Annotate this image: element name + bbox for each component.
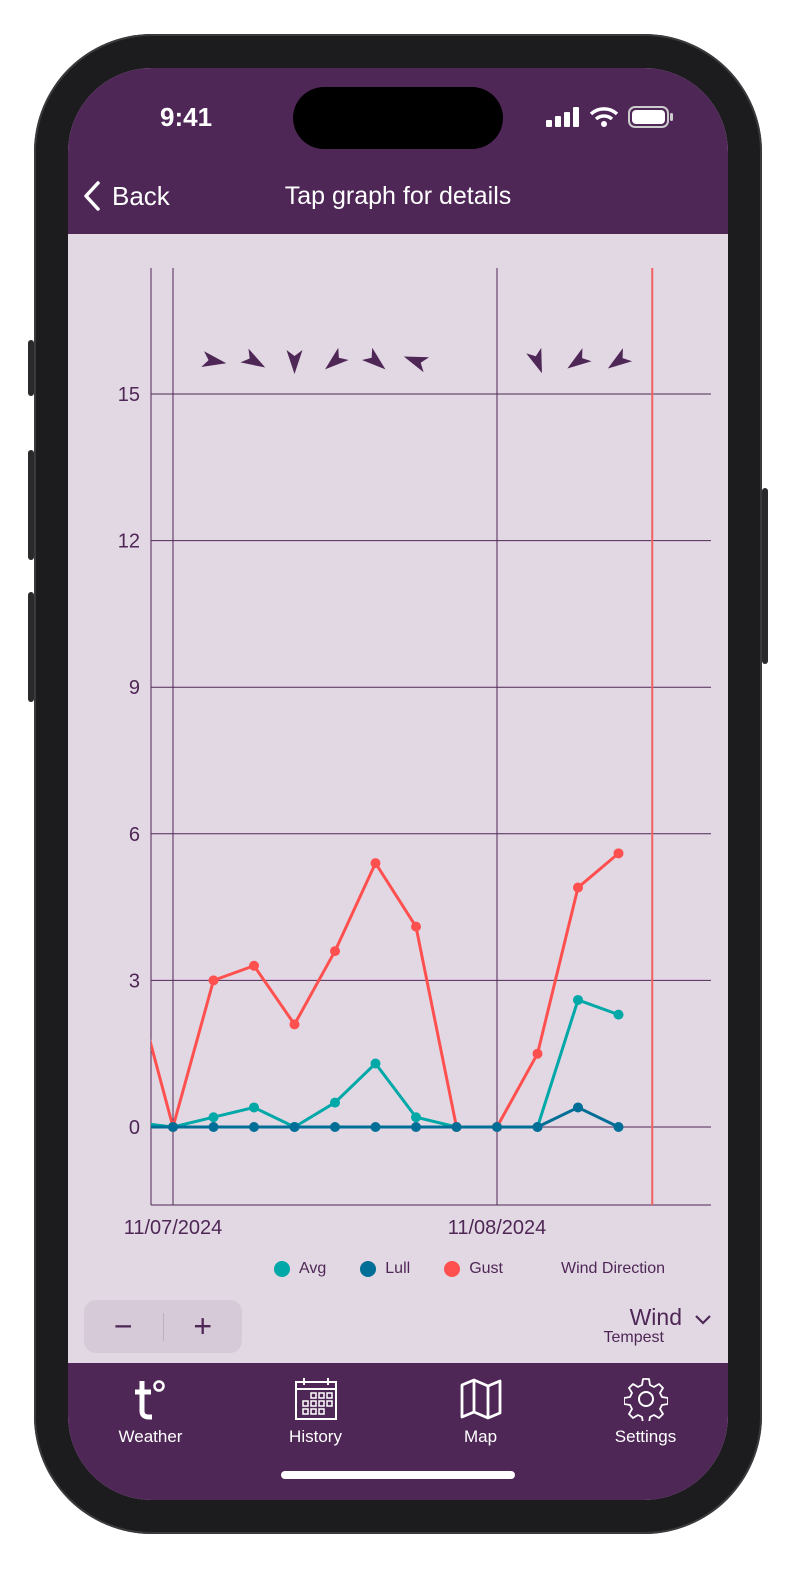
data-point-lull (370, 1122, 381, 1132)
back-button[interactable]: Back (82, 180, 170, 212)
metric-selector[interactable]: Wind Tempest (604, 1304, 712, 1347)
y-tick-label: 15 (118, 384, 140, 406)
data-point-avg (208, 1112, 219, 1123)
power-button (762, 488, 768, 664)
data-point-lull (411, 1122, 421, 1132)
tab-weather[interactable]: Weather (68, 1363, 233, 1500)
y-tick-label: 12 (118, 531, 140, 553)
data-point-lull (208, 1122, 219, 1132)
tempest-logo-icon (134, 1380, 165, 1420)
chart-legend: Avg Lull Gust Wind Direction (274, 1260, 699, 1278)
battery-icon (628, 106, 673, 128)
volume-up-button (28, 450, 34, 560)
data-point-lull (492, 1122, 502, 1132)
data-point-gust (249, 960, 259, 971)
data-point-lull (573, 1102, 583, 1113)
status-icons (546, 106, 674, 128)
data-point-gust (330, 946, 340, 957)
legend-gust: Gust (444, 1260, 503, 1278)
data-point-lull (168, 1122, 178, 1132)
data-point-avg (330, 1097, 340, 1108)
signal-icon (546, 107, 579, 127)
legend-avg: Avg (274, 1260, 326, 1278)
y-tick-label: 9 (129, 677, 140, 699)
tab-label: Weather (118, 1427, 183, 1446)
wind-direction-arrow-icon (526, 347, 542, 374)
calendar-icon (294, 1378, 337, 1420)
legend-label: Lull (385, 1260, 411, 1277)
tab-history[interactable]: History (233, 1363, 398, 1500)
data-point-avg (370, 1058, 381, 1069)
data-point-gust (370, 858, 381, 869)
status-time: 9:41 (160, 102, 213, 132)
home-indicator (281, 1471, 515, 1479)
wind-direction-arrow-icon (361, 347, 386, 370)
data-point-gust (411, 921, 421, 932)
zoom-in-button[interactable]: + (193, 1308, 213, 1344)
legend-label: Gust (469, 1260, 503, 1277)
wind-direction-arrow-icon (286, 350, 303, 374)
data-point-avg (573, 994, 583, 1005)
app-screen: 9:41 Back Tap graph for details Avg Lull… (68, 68, 728, 1500)
metric-label: Wind (629, 1304, 682, 1330)
wind-direction-arrow-icon (240, 348, 266, 368)
avg-dot-icon (274, 1261, 290, 1277)
wind-direction-arrow-icon (607, 348, 633, 369)
y-tick-label: 0 (129, 1117, 140, 1139)
tab-map[interactable]: Map (398, 1363, 563, 1500)
legend-wind-direction: Wind Direction (561, 1260, 665, 1278)
data-point-lull (613, 1122, 624, 1132)
x-date-label: 11/07/2024 (124, 1217, 223, 1239)
data-point-gust (532, 1048, 543, 1059)
tab-settings[interactable]: Settings (563, 1363, 728, 1500)
gust-dot-icon (444, 1261, 461, 1277)
y-tick-label: 3 (129, 970, 140, 992)
data-point-lull (532, 1122, 543, 1132)
series-line-gust (151, 852, 620, 1129)
y-tick-label: 6 (129, 824, 140, 846)
x-date-label: 11/08/2024 (448, 1217, 547, 1239)
back-label: Back (112, 180, 170, 211)
chevron-left-icon (84, 181, 100, 211)
dynamic-island (293, 87, 503, 149)
source-label: Tempest (603, 1329, 664, 1346)
wind-direction-arrow-icon (403, 356, 430, 373)
zoom-out-button[interactable]: − (113, 1308, 133, 1344)
map-icon (460, 1378, 501, 1420)
divider (162, 1312, 164, 1341)
page-title: Tap graph for details (284, 182, 512, 210)
legend-lull: Lull (360, 1260, 410, 1278)
legend-label: Wind Direction (560, 1260, 666, 1277)
wifi-icon (590, 107, 618, 127)
data-point-avg (411, 1112, 421, 1123)
data-point-lull (451, 1122, 462, 1132)
data-point-gust (613, 848, 624, 859)
data-point-avg (613, 1009, 624, 1020)
action-button (28, 340, 34, 396)
wind-direction-arrow-icon (567, 348, 592, 369)
zoom-control: − + (84, 1300, 242, 1353)
data-point-avg (249, 1102, 259, 1113)
chevron-down-icon (695, 1315, 711, 1325)
data-point-lull (249, 1122, 259, 1132)
data-point-gust (573, 882, 583, 893)
wind-direction-arrow-icon (201, 351, 227, 367)
header: 9:41 Back Tap graph for details (68, 68, 728, 234)
series-group (151, 848, 624, 1132)
volume-down-button (28, 592, 34, 702)
tab-label: Map (463, 1427, 498, 1446)
wind-direction-arrow-icon (325, 347, 349, 370)
lull-dot-icon (360, 1261, 377, 1277)
tab-label: Settings (614, 1427, 677, 1446)
gear-icon (623, 1378, 668, 1421)
legend-label: Avg (299, 1260, 327, 1277)
data-point-lull (289, 1122, 300, 1132)
data-point-lull (330, 1122, 340, 1132)
data-point-gust (208, 975, 219, 986)
tab-label: History (289, 1427, 342, 1446)
data-point-gust (289, 1019, 300, 1030)
